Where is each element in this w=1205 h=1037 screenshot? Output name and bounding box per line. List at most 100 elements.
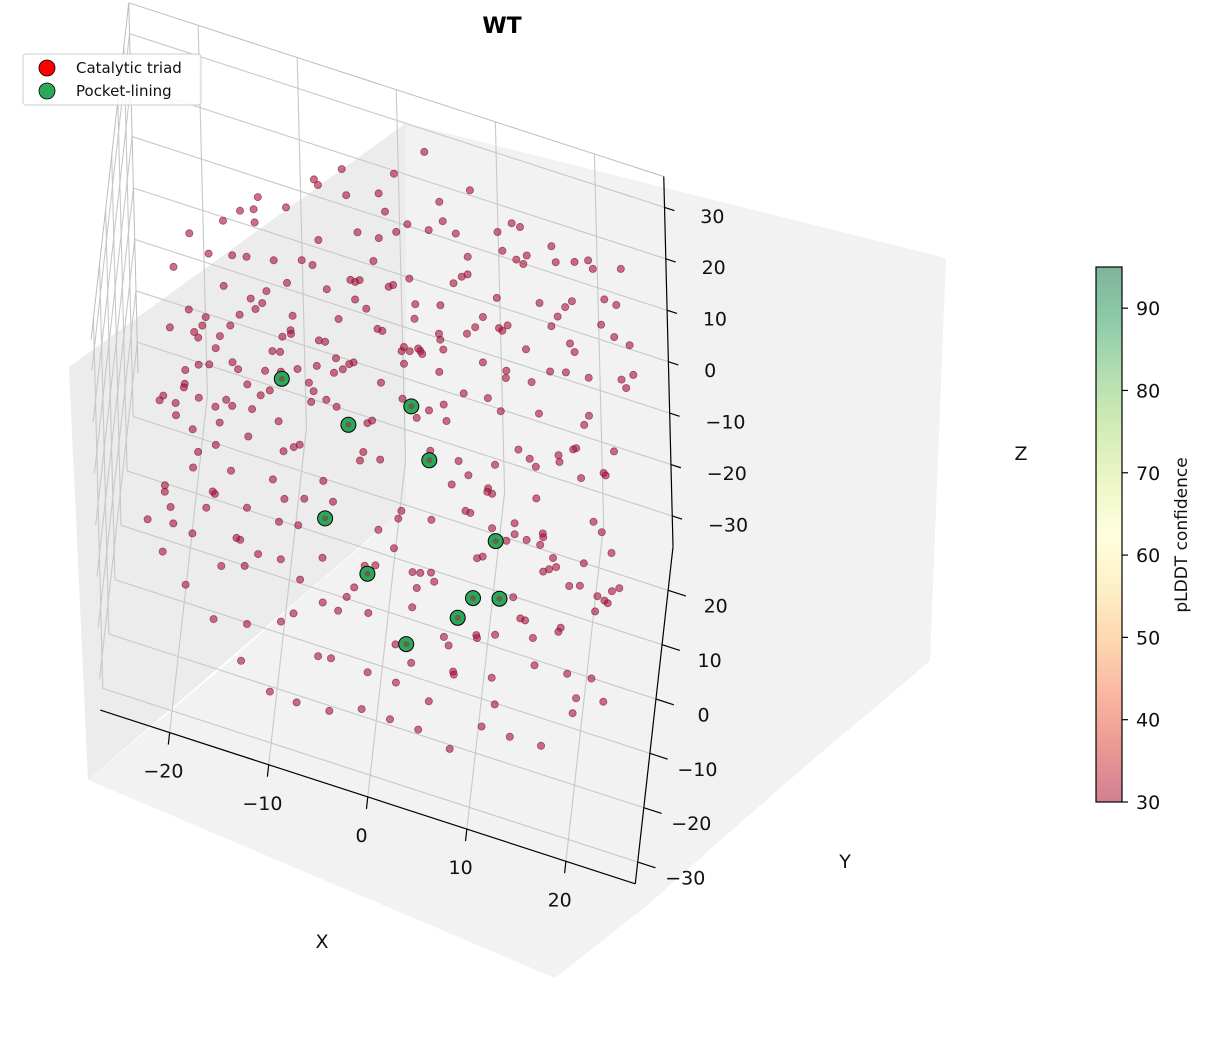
residue-point (355, 456, 364, 465)
residue-point (575, 581, 584, 590)
residue-point (215, 332, 224, 341)
colorbar-tick-label-4: 70 (1136, 463, 1160, 485)
floor-pane (88, 506, 930, 978)
residue-point (528, 634, 537, 643)
residue-point (397, 506, 406, 515)
residue-point (487, 673, 496, 682)
residue-point (226, 466, 235, 475)
residue-point (553, 312, 562, 321)
residue-point (502, 366, 511, 375)
residue-point (244, 432, 253, 441)
residue-point (169, 262, 178, 271)
grid-z-back-1 (135, 290, 672, 466)
y-tick-label-5: 20 (704, 596, 728, 618)
residue-point (502, 536, 511, 545)
residue-point (219, 281, 228, 290)
grid-y-floor-4 (126, 470, 663, 646)
residue-point (188, 425, 197, 434)
residue-point (570, 257, 579, 266)
residue-point (625, 341, 634, 350)
residue-point (353, 228, 362, 237)
residue-point (584, 256, 593, 265)
grid-y-floor-2 (114, 579, 651, 754)
pocket-lining-point (491, 590, 508, 607)
residue-point (251, 304, 260, 313)
residue-point (376, 378, 385, 387)
residue-point (398, 394, 407, 403)
pocket-lining-point (398, 636, 415, 653)
residue-point (483, 394, 492, 403)
residue-point (158, 547, 167, 556)
residue-point (143, 515, 152, 524)
residue-point (185, 229, 194, 238)
residue-point (198, 321, 207, 330)
residue-point (235, 206, 244, 215)
residue-point (194, 360, 203, 369)
z-tick-label-5: 20 (702, 257, 726, 279)
residue-point (478, 358, 487, 367)
residue-point (237, 656, 246, 665)
residue-point (389, 544, 398, 553)
residue-point (444, 641, 453, 650)
residue-point (463, 270, 472, 279)
residue-point (418, 349, 427, 358)
x-tick-3 (464, 829, 468, 842)
scatter-points (143, 147, 638, 753)
grid-z-back-2 (134, 238, 670, 414)
residue-point (451, 229, 460, 238)
residue-point (265, 386, 274, 395)
residue-point (568, 709, 577, 718)
residue-point (211, 402, 220, 411)
residue-point (439, 345, 448, 354)
residue-point (279, 447, 288, 456)
residue-point (525, 454, 534, 463)
residue-point (159, 391, 168, 400)
residue-point (563, 669, 572, 678)
colorbar-gradient (1096, 267, 1122, 802)
residue-point (169, 519, 178, 528)
pocket-lining-core (454, 614, 461, 621)
residue-point (325, 706, 334, 715)
y-axis-line (634, 546, 674, 884)
residue-point (522, 251, 531, 260)
residue-point (249, 205, 258, 214)
residue-point (459, 389, 468, 398)
residue-point (297, 256, 306, 265)
residue-point (194, 393, 203, 402)
residue-point (519, 259, 528, 268)
residue-point (304, 378, 313, 387)
residue-point (501, 373, 510, 382)
residue-point (498, 246, 507, 255)
residue-point (371, 561, 380, 570)
residue-point (555, 457, 564, 466)
residue-point (289, 443, 298, 452)
residue-point (414, 725, 423, 734)
z-axis-label: Z (1014, 443, 1027, 465)
residue-point (278, 332, 287, 341)
pocket-lining-point (421, 452, 438, 469)
pocket-lining-point (317, 510, 334, 527)
residue-point (463, 252, 472, 261)
residue-point (477, 722, 486, 731)
residue-point (322, 285, 331, 294)
residue-point (565, 582, 574, 591)
residue-point (447, 480, 456, 489)
residue-point (416, 568, 425, 577)
residue-point (411, 300, 420, 309)
grid-y-floor-5 (132, 416, 669, 591)
residue-point (538, 529, 547, 538)
grid-y-floor-1 (108, 633, 644, 809)
residue-point (334, 314, 343, 323)
residue-point (490, 700, 499, 709)
residue-point (531, 462, 540, 471)
residue-point (205, 360, 214, 369)
residue-point (261, 366, 270, 375)
residue-point (600, 596, 609, 605)
residue-point (345, 360, 354, 369)
residue-point (342, 592, 351, 601)
colorbar: 30 40 50 60 70 80 90 pLDDT confidence (1095, 266, 1192, 814)
colorbar-tick-label-0: 30 (1136, 792, 1160, 814)
pocket-lining-point (449, 609, 466, 626)
residue-point (181, 365, 190, 374)
grid-z-left-2 (96, 239, 136, 577)
